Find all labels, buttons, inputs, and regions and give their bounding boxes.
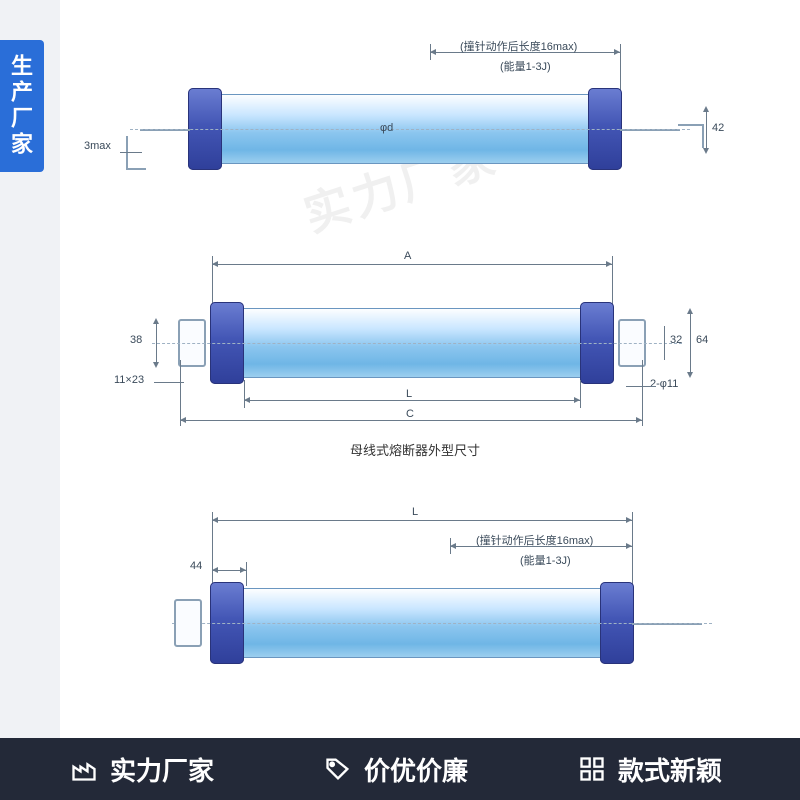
dim-line xyxy=(706,110,707,150)
dim-L-label: L xyxy=(406,388,412,400)
dim-arrow xyxy=(703,106,709,112)
dim-11x23: 11×23 xyxy=(114,374,144,386)
page-root: 实力厂家 生产厂家 (撞针动作后长度16max) (能量1-3J) φd 3ma… xyxy=(0,0,800,800)
dim-line xyxy=(120,152,142,153)
dim-ext xyxy=(212,512,213,584)
dim-ext xyxy=(430,44,431,60)
dim-arrow xyxy=(687,372,693,378)
fuse-diagram-2: A 38 11×23 32 64 2-φ11 L xyxy=(120,250,740,450)
factory-icon xyxy=(70,755,98,783)
dim-ext xyxy=(212,256,213,304)
dim-arrow xyxy=(153,362,159,368)
banner-item-2: 价优价廉 xyxy=(324,751,468,788)
note-top: (撞针动作后长度16max) xyxy=(460,38,577,54)
banner-label: 价优价廉 xyxy=(364,751,468,788)
banner-label: 实力厂家 xyxy=(110,751,214,788)
dim-64: 64 xyxy=(696,334,708,346)
fuse-diagram-1: (撞针动作后长度16max) (能量1-3J) φd 3max 42 xyxy=(120,40,740,210)
dim-ext xyxy=(612,256,613,304)
dim-line-L xyxy=(244,400,580,401)
phi-d-label: φd xyxy=(380,122,393,134)
ribbon-text: 生产厂家 xyxy=(8,54,33,158)
banner-item-1: 实力厂家 xyxy=(70,751,214,788)
grid-icon xyxy=(578,755,606,783)
manufacturer-ribbon: 生产厂家 xyxy=(0,40,44,172)
dim-42: 42 xyxy=(712,122,724,134)
dim-A-label: A xyxy=(404,250,411,262)
dim-arrow xyxy=(703,148,709,154)
dim-arrow xyxy=(153,318,159,324)
dim-ext xyxy=(244,380,245,408)
dim-line-C xyxy=(180,420,642,421)
fuse-body xyxy=(190,94,620,164)
dim-line xyxy=(156,322,157,364)
dim-arrow xyxy=(212,567,218,573)
note-sub: (能量1-3J) xyxy=(500,58,551,74)
dim-line xyxy=(664,326,665,360)
dim-ext xyxy=(580,380,581,408)
banner-item-3: 款式新颖 xyxy=(578,751,722,788)
dim-38: 38 xyxy=(130,334,142,346)
dim-ext xyxy=(246,562,247,586)
leader xyxy=(626,386,656,387)
fuse-body xyxy=(212,588,632,658)
center-line xyxy=(130,129,690,130)
dim-ext xyxy=(632,512,633,584)
note-top: (撞针动作后长度16max) xyxy=(476,532,593,548)
tag-icon xyxy=(324,755,352,783)
fuse-diagram-3: L (撞针动作后长度16max) (能量1-3J) 44 xyxy=(120,510,740,690)
dim-ext xyxy=(642,360,643,426)
dim-ext xyxy=(450,538,451,554)
fuse-body xyxy=(212,308,612,378)
mount-bracket-left xyxy=(174,599,202,647)
note-sub: (能量1-3J) xyxy=(520,552,571,568)
dim-ext xyxy=(620,44,621,90)
dim-L-label: L xyxy=(412,506,418,518)
dim-arrow xyxy=(626,543,632,549)
dim-arrow xyxy=(687,308,693,314)
bracket-stub-left xyxy=(126,136,146,170)
dim-line-L xyxy=(212,520,632,521)
dim-ext xyxy=(180,360,181,426)
dim-44: 44 xyxy=(190,560,202,572)
dim-32: 32 xyxy=(670,334,682,346)
dim-2phi11: 2-φ11 xyxy=(650,378,678,390)
diagram-caption: 母线式熔断器外型尺寸 xyxy=(350,440,480,459)
dim-3max: 3max xyxy=(84,140,111,152)
footer-banner: 实力厂家 价优价廉 款式新颖 xyxy=(0,738,800,800)
dim-C-label: C xyxy=(406,408,414,420)
center-line xyxy=(172,623,712,624)
banner-label: 款式新颖 xyxy=(618,751,722,788)
bracket-stub-right xyxy=(678,124,704,148)
dim-line xyxy=(690,312,691,374)
dim-line-A xyxy=(212,264,612,265)
center-line xyxy=(152,343,682,344)
